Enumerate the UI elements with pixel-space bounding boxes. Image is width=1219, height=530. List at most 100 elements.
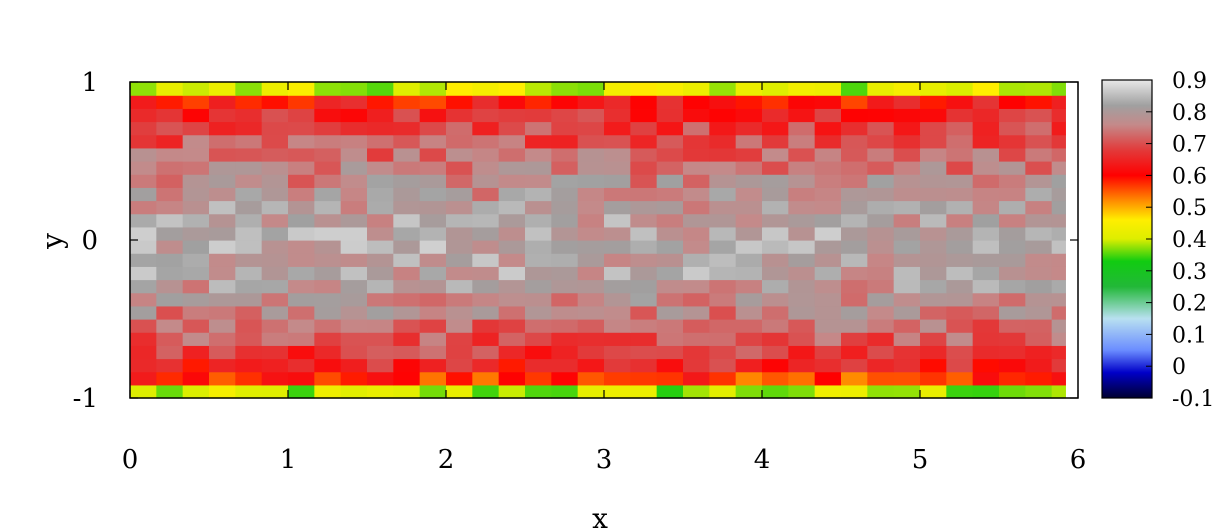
heatmap-cell bbox=[604, 200, 631, 215]
heatmap-cell bbox=[656, 279, 684, 294]
heatmap-cell bbox=[525, 121, 552, 136]
heatmap-cell bbox=[841, 292, 868, 307]
heatmap-cell bbox=[551, 95, 579, 109]
heatmap-cell bbox=[841, 240, 868, 254]
heatmap-cell bbox=[314, 292, 342, 307]
heatmap-cell bbox=[209, 345, 236, 360]
heatmap-cell bbox=[867, 134, 895, 149]
heatmap-cell bbox=[1025, 108, 1053, 123]
heatmap-cell bbox=[261, 226, 289, 241]
heatmap-cell bbox=[446, 384, 473, 399]
heatmap-cell bbox=[709, 292, 737, 307]
heatmap-cell bbox=[577, 266, 605, 281]
heatmap-cell bbox=[893, 82, 921, 96]
heatmap-cell bbox=[498, 266, 526, 281]
heatmap-cell bbox=[498, 371, 526, 386]
heatmap-cell bbox=[946, 384, 974, 399]
heatmap-cell bbox=[446, 266, 473, 281]
heatmap-cell bbox=[314, 147, 342, 162]
heatmap-cell bbox=[999, 161, 1026, 175]
heatmap-cell bbox=[156, 174, 184, 188]
heatmap-cell bbox=[656, 200, 684, 215]
heatmap-cell bbox=[446, 147, 473, 162]
heatmap-cell bbox=[261, 121, 289, 136]
heatmap-cell bbox=[182, 95, 210, 109]
heatmap-cell bbox=[288, 292, 315, 307]
heatmap-cell bbox=[972, 332, 1000, 346]
heatmap-cell bbox=[182, 345, 210, 360]
heatmap-cell bbox=[182, 200, 210, 215]
heatmap-cell bbox=[367, 147, 394, 162]
heatmap-cell bbox=[735, 161, 763, 175]
heatmap-cell bbox=[393, 292, 421, 307]
heatmap-cell bbox=[709, 108, 737, 123]
heatmap-cell bbox=[788, 82, 816, 96]
heatmap-cell bbox=[419, 253, 447, 267]
heatmap-cell bbox=[630, 121, 658, 136]
heatmap-cell bbox=[630, 213, 658, 228]
heatmap-cell bbox=[683, 95, 710, 109]
heatmap-cell bbox=[656, 332, 684, 346]
heatmap-cell bbox=[551, 121, 579, 136]
heatmap-cell bbox=[972, 134, 1000, 149]
heatmap-cell bbox=[867, 358, 895, 373]
heatmap-cell bbox=[156, 147, 184, 162]
heatmap-cell bbox=[551, 82, 579, 96]
heatmap-cell bbox=[472, 332, 500, 346]
heatmap-cell bbox=[182, 121, 210, 136]
heatmap-cell bbox=[788, 305, 816, 320]
heatmap-cell bbox=[419, 121, 447, 136]
heatmap-cell bbox=[1025, 332, 1053, 346]
heatmap-cell bbox=[1051, 174, 1066, 188]
heatmap-cell bbox=[683, 174, 710, 188]
heatmap-cell bbox=[340, 345, 368, 360]
heatmap-cell bbox=[472, 345, 500, 360]
heatmap-cell bbox=[893, 226, 921, 241]
heatmap-cell bbox=[235, 147, 263, 162]
heatmap-cell bbox=[656, 82, 684, 96]
heatmap-cell bbox=[235, 187, 263, 202]
heatmap-cell bbox=[683, 292, 710, 307]
heatmap-cell bbox=[525, 134, 552, 149]
heatmap-cell bbox=[867, 174, 895, 188]
heatmap-cell bbox=[314, 82, 342, 96]
heatmap-cell bbox=[156, 332, 184, 346]
heatmap-cell bbox=[261, 95, 289, 109]
heatmap-cell bbox=[972, 95, 1000, 109]
heatmap-cell bbox=[946, 345, 974, 360]
heatmap-cell bbox=[630, 174, 658, 188]
heatmap-cell bbox=[999, 266, 1026, 281]
heatmap-cell bbox=[446, 95, 473, 109]
colorbar-tick-label: 0.3 bbox=[1172, 260, 1207, 285]
heatmap-cell bbox=[867, 253, 895, 267]
heatmap-cell bbox=[1025, 253, 1053, 267]
heatmap-cell bbox=[762, 134, 789, 149]
heatmap-cell bbox=[630, 134, 658, 149]
y-tick-labels: -1 0 1 bbox=[73, 68, 98, 414]
heatmap-cell bbox=[314, 319, 342, 333]
heatmap-cell bbox=[709, 121, 737, 136]
heatmap-cell bbox=[709, 82, 737, 96]
heatmap-cell bbox=[577, 147, 605, 162]
heatmap-cell bbox=[762, 345, 789, 360]
heatmap-cell bbox=[261, 332, 289, 346]
heatmap-cell bbox=[551, 384, 579, 399]
heatmap-cell bbox=[314, 187, 342, 202]
heatmap-cell bbox=[735, 345, 763, 360]
heatmap-cell bbox=[709, 240, 737, 254]
heatmap-cell bbox=[130, 82, 157, 96]
heatmap-cell bbox=[604, 82, 631, 96]
heatmap-cell bbox=[393, 187, 421, 202]
heatmap-cell bbox=[788, 240, 816, 254]
heatmap-cell bbox=[656, 240, 684, 254]
heatmap-cell bbox=[604, 134, 631, 149]
heatmap-cell bbox=[419, 187, 447, 202]
heatmap-cell bbox=[1051, 161, 1066, 175]
heatmap-cell bbox=[498, 213, 526, 228]
heatmap-cell bbox=[814, 82, 842, 96]
heatmap-cell bbox=[946, 319, 974, 333]
heatmap-cell bbox=[419, 200, 447, 215]
heatmap-cell bbox=[630, 319, 658, 333]
heatmap-cell bbox=[683, 266, 710, 281]
heatmap-cell bbox=[130, 358, 157, 373]
